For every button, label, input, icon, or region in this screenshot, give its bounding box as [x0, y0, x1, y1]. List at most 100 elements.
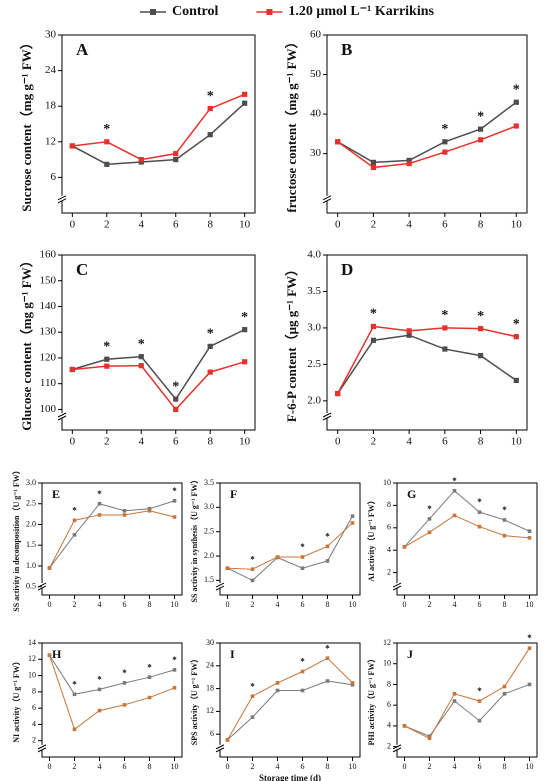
- x-tick-label: 2: [428, 762, 432, 771]
- series-line: [72, 361, 245, 411]
- data-point: [97, 687, 102, 692]
- axis-break: [37, 744, 47, 750]
- y-axis-label: NI activity（U g⁻¹ FW）: [11, 657, 21, 743]
- data-point: [207, 369, 213, 375]
- data-point: [275, 681, 280, 685]
- data-point: [275, 688, 280, 693]
- x-tick-label: 6: [442, 219, 448, 231]
- data-point: [122, 681, 127, 685]
- data-point: [173, 151, 179, 157]
- data-point: [47, 653, 52, 658]
- series-line: [337, 334, 517, 394]
- data-point: [477, 699, 482, 703]
- x-tick-label: 8: [207, 436, 213, 448]
- data-point: [402, 545, 407, 549]
- x-tick-label: 8: [478, 436, 484, 448]
- series-line: [49, 654, 175, 695]
- data-point: [97, 513, 102, 517]
- significance-mark: *: [172, 486, 177, 496]
- data-point: [477, 510, 482, 514]
- y-axis-label: SS activity in synthesis（U g⁻¹ FW）: [189, 476, 199, 603]
- y-axis-label: Sucrose content（mg g⁻¹ FW）: [19, 36, 34, 212]
- plot-frame: [396, 642, 538, 758]
- plot-frame: [41, 642, 183, 758]
- data-point: [300, 688, 305, 693]
- series-line: [404, 647, 530, 740]
- panel-label: G: [407, 487, 416, 501]
- series-line: [72, 93, 245, 161]
- x-axis-label: Storage time (d): [259, 773, 321, 781]
- y-axis-label: PHI activity（U g⁻¹ FW）: [366, 655, 376, 746]
- y-axis-label: fructose content（mg g⁻¹ FW）: [284, 35, 299, 212]
- series-line: [49, 510, 175, 569]
- x-tick-label: 6: [173, 436, 179, 448]
- y-tick-label: 2.0: [307, 394, 321, 406]
- data-point: [138, 363, 144, 369]
- x-tick-label: 10: [526, 762, 534, 771]
- panel-label: B: [341, 40, 352, 59]
- data-point: [442, 346, 448, 352]
- data-point: [250, 715, 255, 719]
- data-point: [69, 366, 75, 373]
- panel: 2 4 6 8 10 12 0 2 4 6 8 10 PHI activity（U g⁻¹ FW） J * *: [366, 633, 538, 771]
- data-point: [207, 105, 213, 112]
- significance-mark: *: [172, 379, 179, 394]
- data-point: [370, 159, 377, 165]
- data-point: [72, 533, 77, 537]
- data-point: [72, 727, 77, 732]
- data-point: [513, 99, 519, 105]
- y-tick-label: 1.5: [204, 575, 214, 584]
- significance-mark: *: [122, 668, 127, 678]
- axis-break: [37, 747, 47, 753]
- y-tick-label: 2.0: [204, 551, 214, 560]
- series-line: [49, 500, 175, 569]
- panel: 100 110 120 130 140 150 160 0 2 4 6 8 10 Glucose cont…: [19, 249, 256, 448]
- data-point: [502, 533, 507, 538]
- panel-label: C: [76, 260, 88, 279]
- significance-mark: *: [250, 554, 255, 564]
- y-tick-label: 14: [28, 638, 36, 647]
- data-point: [122, 513, 127, 517]
- significance-mark: *: [502, 505, 507, 515]
- significance-mark: *: [103, 122, 110, 137]
- x-tick-label: 2: [73, 600, 77, 609]
- data-point: [225, 566, 230, 571]
- data-point: [452, 489, 457, 493]
- significance-mark: *: [325, 531, 330, 541]
- significance-mark: *: [441, 308, 448, 323]
- significance-mark: *: [513, 82, 520, 97]
- y-tick-label: 6: [51, 171, 57, 183]
- data-point: [147, 675, 152, 679]
- legend-marker: [150, 9, 156, 15]
- x-tick-label: 8: [148, 600, 152, 609]
- panel-label: J: [407, 647, 413, 661]
- series-line: [227, 657, 353, 741]
- significance-mark: *: [103, 339, 110, 354]
- x-tick-label: 6: [478, 600, 482, 609]
- significance-mark: *: [172, 655, 177, 665]
- y-tick-label: 2.5: [307, 358, 321, 370]
- x-tick-label: 8: [148, 762, 152, 771]
- x-tick-label: 8: [326, 762, 330, 771]
- y-tick-label: 8: [387, 500, 391, 509]
- legend-label: Control: [172, 4, 219, 19]
- axis-break: [322, 195, 332, 201]
- data-point: [242, 100, 248, 106]
- y-tick-label: 8: [387, 679, 391, 688]
- data-point: [406, 332, 412, 338]
- panel: 30 40 50 60 0 2 4 6 8 10 fructose content（mg g⁻¹ F…: [284, 29, 528, 231]
- y-tick-label: 2: [387, 741, 391, 750]
- significance-mark: *: [72, 505, 77, 515]
- x-tick-label: 6: [173, 219, 179, 231]
- significance-mark: *: [477, 309, 484, 324]
- panel: 2 4 6 8 10 12 14 0 2 4 6 8 10 NI activity（U g⁻¹ FW） H *…: [11, 638, 183, 771]
- significance-mark: *: [147, 662, 152, 672]
- data-point: [406, 157, 412, 163]
- x-tick-label: 0: [70, 436, 76, 448]
- y-tick-label: 30: [45, 29, 57, 41]
- data-point: [173, 396, 179, 402]
- data-point: [122, 703, 127, 707]
- x-tick-label: 10: [511, 219, 523, 231]
- data-point: [207, 132, 213, 138]
- axis-break: [215, 744, 225, 750]
